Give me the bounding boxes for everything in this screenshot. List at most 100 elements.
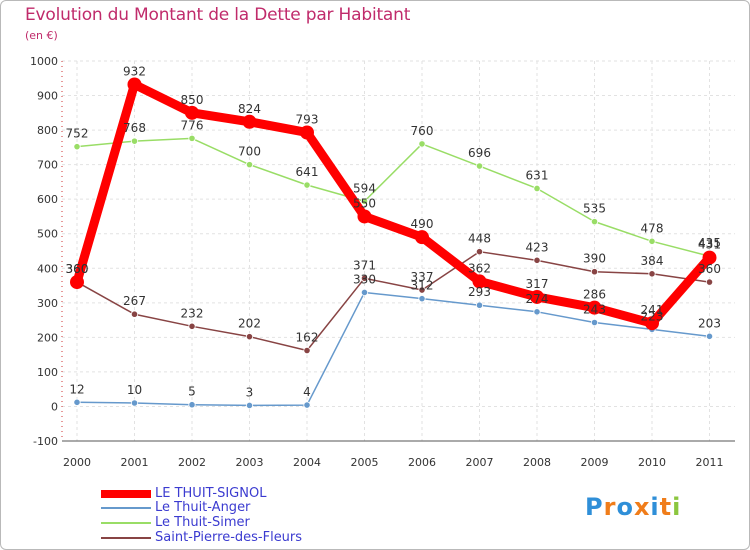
legend-item-le-thuit-signol: LE THUIT-SIGNOL [101, 486, 421, 502]
data-point-le-thuit-simer [475, 162, 484, 170]
data-label-le-thuit-anger: 203 [698, 316, 721, 330]
data-label-le-thuit-signol: 550 [353, 196, 376, 210]
data-label-le-thuit-signol: 360 [66, 262, 89, 276]
data-point-le-thuit-anger [188, 401, 196, 409]
proxiti-logo: Proxiti [585, 493, 681, 521]
x-tick-label: 2007 [466, 456, 494, 469]
data-label-le-thuit-simer: 700 [238, 145, 261, 159]
x-tick-label: 2009 [581, 456, 609, 469]
y-tick-label: 800 [37, 124, 58, 137]
y-tick-label: 0 [51, 400, 58, 413]
y-tick-label: 100 [37, 366, 58, 379]
data-point-le-thuit-anger [73, 398, 81, 406]
data-label-le-thuit-anger: 3 [246, 385, 254, 399]
logo-letter: i [650, 493, 660, 521]
y-tick-label: 300 [37, 297, 58, 310]
data-label-le-thuit-simer: 696 [468, 146, 491, 160]
data-point-le-thuit-simer [590, 218, 599, 226]
data-label-le-thuit-signol: 850 [181, 93, 204, 107]
data-label-le-thuit-simer: 631 [526, 168, 549, 182]
chart-legend: LE THUIT-SIGNOL Le Thuit-Anger Le Thuit-… [101, 486, 421, 546]
data-point-saint-pierre-des-fleurs [360, 274, 369, 282]
legend-item-saint-pierre-des-fleurs: Saint-Pierre-des-Fleurs [101, 530, 421, 546]
data-point-le-thuit-simer [360, 197, 369, 205]
data-point-le-thuit-anger [130, 399, 139, 407]
data-point-saint-pierre-des-fleurs [303, 346, 311, 355]
data-label-le-thuit-anger: 5 [188, 385, 196, 399]
plot-area [62, 61, 735, 441]
data-label-saint-pierre-des-fleurs: 423 [526, 240, 549, 254]
y-tick-label: 700 [37, 159, 58, 172]
logo-letter: x [633, 493, 651, 521]
data-point-le-thuit-signol [127, 77, 142, 92]
y-tick-label: 600 [37, 193, 58, 206]
data-label-le-thuit-simer: 535 [583, 202, 606, 216]
data-point-le-thuit-signol [300, 125, 314, 140]
data-point-saint-pierre-des-fleurs [188, 322, 196, 330]
data-point-saint-pierre-des-fleurs [418, 286, 426, 294]
data-point-le-thuit-signol [185, 105, 199, 120]
data-point-le-thuit-signol [242, 114, 257, 129]
data-point-le-thuit-simer [130, 137, 139, 145]
x-tick-label: 2003 [236, 456, 264, 469]
legend-item-le-thuit-simer: Le Thuit-Simer [101, 515, 421, 531]
y-tick-label: 400 [37, 262, 58, 275]
data-point-le-thuit-simer [245, 161, 254, 169]
logo-letter: r [603, 493, 617, 521]
data-label-saint-pierre-des-fleurs: 448 [468, 232, 491, 246]
data-point-le-thuit-signol [70, 275, 84, 290]
data-label-le-thuit-simer: 641 [296, 165, 319, 179]
data-label-le-thuit-simer: 776 [181, 118, 204, 132]
data-label-saint-pierre-des-fleurs: 232 [181, 306, 204, 320]
data-point-le-thuit-simer [303, 181, 311, 189]
data-label-le-thuit-signol: 362 [468, 261, 491, 275]
series-line-le-thuit-anger [76, 291, 711, 407]
data-label-le-thuit-signol: 932 [123, 64, 146, 78]
logo-letter: i [672, 493, 682, 521]
data-label-le-thuit-signol: 793 [296, 113, 319, 127]
legend-swatch-le-thuit-signol [101, 490, 151, 498]
data-point-le-thuit-anger [533, 308, 541, 316]
data-label-saint-pierre-des-fleurs: 360 [66, 262, 89, 276]
x-tick-label: 2008 [523, 456, 551, 469]
y-tick-label: 200 [37, 331, 58, 344]
data-label-le-thuit-simer: 478 [641, 221, 664, 235]
data-point-le-thuit-anger [360, 288, 369, 297]
logo-letter: P [585, 493, 604, 521]
data-label-saint-pierre-des-fleurs: 384 [641, 254, 664, 268]
data-point-saint-pierre-des-fleurs [705, 278, 714, 286]
data-point-le-thuit-signol [472, 274, 487, 289]
legend-swatch-saint-pierre-des-fleurs [101, 537, 151, 539]
data-label-le-thuit-signol: 317 [526, 277, 549, 291]
data-point-le-thuit-simer [648, 237, 656, 245]
data-label-saint-pierre-des-fleurs: 371 [353, 258, 376, 272]
x-tick-label: 2011 [696, 456, 724, 469]
data-label-le-thuit-simer: 594 [353, 181, 376, 195]
series-line-le-thuit-signol [72, 79, 714, 328]
data-point-le-thuit-simer [73, 143, 81, 151]
data-point-le-thuit-signol [645, 316, 659, 331]
x-tick-label: 2010 [638, 456, 666, 469]
data-label-le-thuit-anger: 223 [641, 309, 664, 323]
data-label-saint-pierre-des-fleurs: 267 [123, 294, 146, 308]
data-label-le-thuit-anger: 330 [353, 272, 376, 286]
data-label-le-thuit-signol: 490 [411, 217, 434, 231]
data-label-le-thuit-simer: 435 [698, 236, 721, 250]
data-label-le-thuit-anger: 12 [69, 382, 84, 396]
data-point-saint-pierre-des-fleurs [648, 270, 656, 278]
data-label-le-thuit-anger: 10 [127, 383, 142, 397]
data-label-le-thuit-anger: 293 [468, 285, 491, 299]
data-point-saint-pierre-des-fleurs [475, 248, 484, 256]
data-label-le-thuit-signol: 431 [698, 238, 721, 252]
chart-title: Evolution du Montant de la Dette par Hab… [25, 5, 411, 25]
data-point-saint-pierre-des-fleurs [533, 256, 541, 264]
data-point-saint-pierre-des-fleurs [590, 268, 599, 276]
legend-label-le-thuit-anger: Le Thuit-Anger [155, 500, 251, 515]
legend-label-saint-pierre-des-fleurs: Saint-Pierre-des-Fleurs [155, 530, 303, 545]
data-point-le-thuit-simer [418, 140, 426, 148]
y-tick-label: 900 [37, 90, 58, 103]
x-tick-label: 2001 [121, 456, 149, 469]
data-point-le-thuit-anger [303, 401, 311, 409]
